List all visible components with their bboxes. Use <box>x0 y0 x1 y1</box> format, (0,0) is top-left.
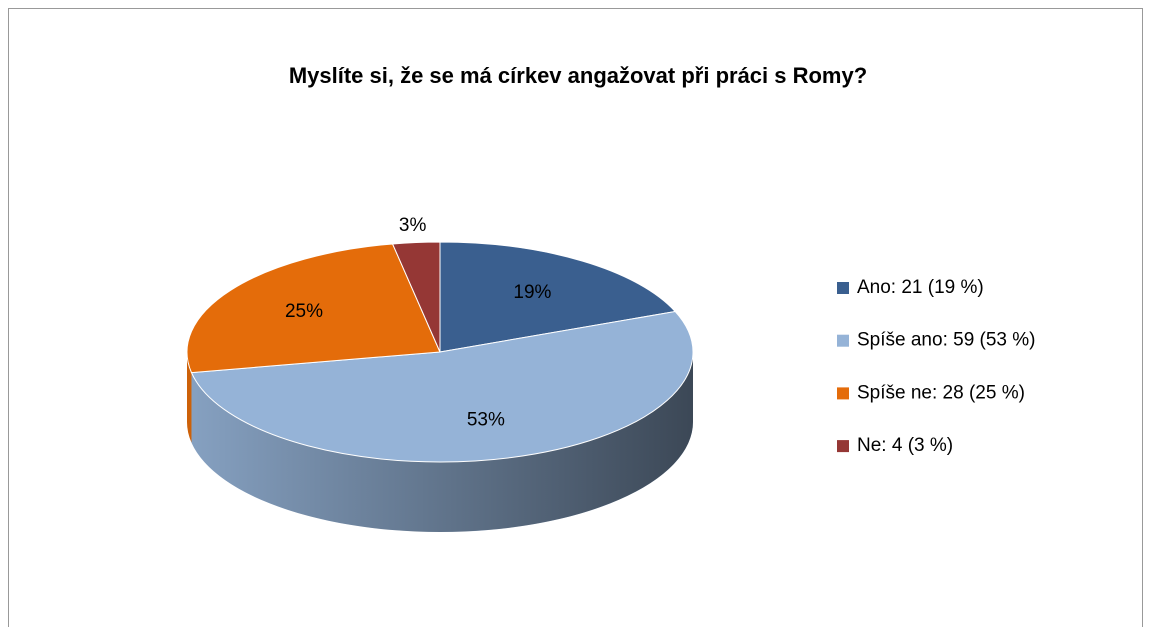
legend-swatch <box>837 282 849 294</box>
legend-label: Spíše ne: 28 (25 %) <box>857 382 1025 403</box>
slice <box>391 241 441 353</box>
legend: Ano: 21 (19 %) Spíše ano: 59 (53 %) Spíše … <box>837 277 1036 456</box>
side-shading <box>187 352 693 532</box>
legend-label: Ano: 21 (19 %) <box>857 277 984 298</box>
pie-sides <box>187 352 693 532</box>
slice <box>439 241 677 353</box>
pie-tops <box>186 241 694 463</box>
legend-label: Spíše ano: 59 (53 %) <box>857 330 1036 351</box>
chart-border <box>8 8 1143 627</box>
legend-label: Ne: 4 (3 %) <box>857 435 953 456</box>
slice <box>190 310 694 463</box>
legend-swatch <box>837 334 849 347</box>
legend-swatch <box>837 387 849 400</box>
data-label: 3% <box>399 215 427 236</box>
data-label: 53% <box>467 410 505 431</box>
labels: 19% 53% 25% 3% <box>285 215 552 431</box>
slice <box>186 243 441 374</box>
legend-swatch <box>837 440 849 453</box>
data-label: 19% <box>513 282 551 303</box>
chart-title: Myslíte si, že se má církev angažovat př… <box>289 63 867 88</box>
data-label: 25% <box>285 301 323 322</box>
